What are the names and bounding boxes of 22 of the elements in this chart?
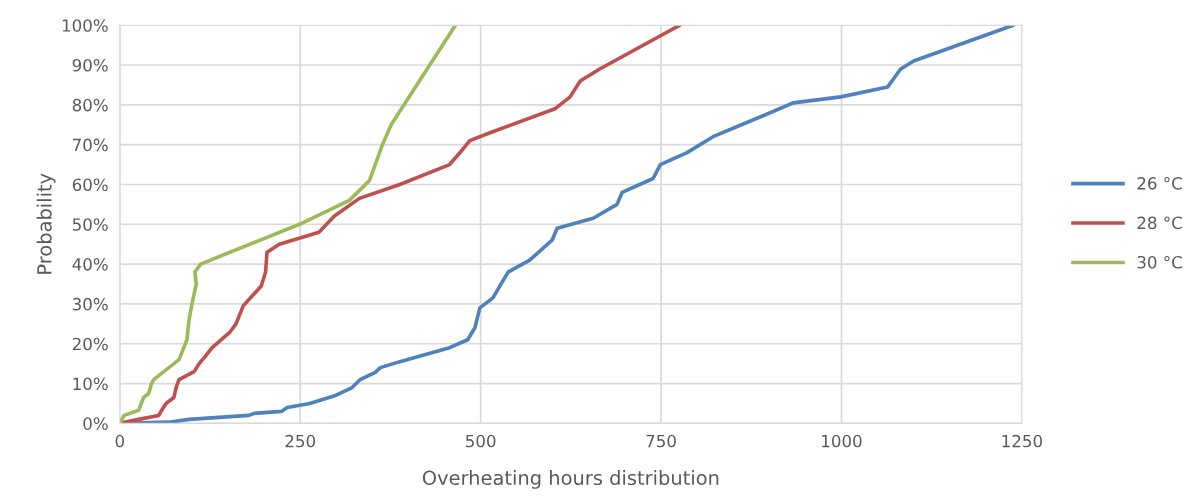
legend-label: 26 °C: [1137, 177, 1182, 190]
y-tick-label: 60%: [72, 178, 108, 192]
y-tick-label: 80%: [72, 98, 108, 112]
y-tick-label: 90%: [72, 58, 108, 72]
y-tick-label: 0%: [83, 417, 108, 430]
legend-label: 30 °C: [1137, 255, 1182, 269]
y-tick-label: 50%: [72, 218, 108, 231]
x-tick-label: 1000: [822, 434, 862, 448]
y-tick-label: 10%: [73, 377, 108, 391]
y-tick-label: 100%: [62, 19, 108, 32]
x-axis-title: Overheating hours distribution: [422, 470, 719, 489]
x-tick-label: 750: [646, 434, 676, 448]
legend-label: 28 °C: [1137, 216, 1182, 230]
y-axis-title: Probability: [36, 173, 56, 274]
x-tick-label: 500: [466, 434, 496, 448]
x-tick-label: 1250: [1002, 434, 1042, 448]
y-tick-label: 40%: [72, 258, 108, 271]
x-tick-label: 250: [285, 434, 316, 448]
x-tick-label: 0: [115, 434, 124, 448]
y-tick-label: 70%: [73, 138, 108, 152]
y-tick-label: 20%: [72, 337, 108, 351]
y-tick-label: 30%: [72, 297, 108, 311]
